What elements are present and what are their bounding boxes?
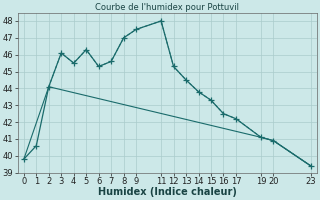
Title: Courbe de l'humidex pour Pottuvil: Courbe de l'humidex pour Pottuvil	[95, 3, 239, 12]
X-axis label: Humidex (Indice chaleur): Humidex (Indice chaleur)	[98, 187, 237, 197]
